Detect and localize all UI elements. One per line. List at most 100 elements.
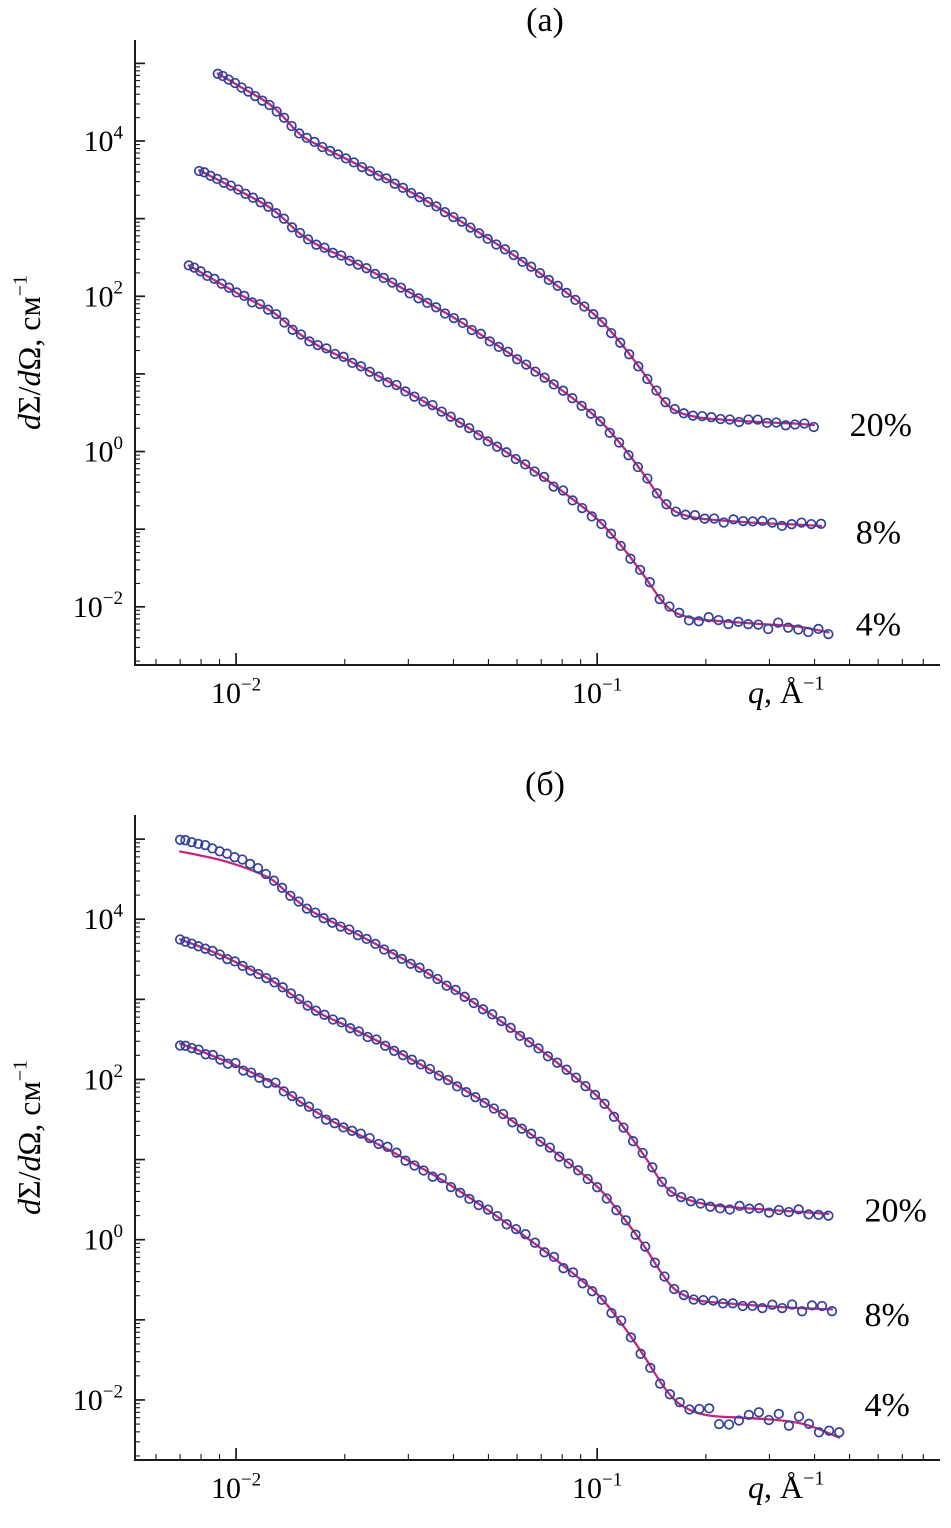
data-point [482,436,493,447]
data-point [344,924,355,935]
data-point [747,1300,758,1312]
data-point [332,149,344,160]
data-point [754,1203,765,1214]
data-point [776,520,788,532]
y-axis-label: dΣ/dΩ, см−1 [10,275,47,430]
data-point [763,1207,775,1218]
data-point [312,1108,323,1119]
data-point [535,1136,546,1147]
data-point [661,499,672,510]
data-point [579,301,590,312]
data-point [454,417,466,428]
data-point [455,1187,466,1198]
series-4pct: 4% [183,260,901,644]
data-point [767,517,778,528]
series-label-20pct: 20% [865,1193,927,1230]
data-point [497,1108,509,1120]
data-point [539,372,550,383]
data-point [465,222,476,233]
data-point [786,519,797,530]
data-point [397,182,409,193]
data-point [570,294,581,306]
data-point [200,1049,211,1060]
x-tick-label: 10−1 [572,674,622,710]
data-point [744,1203,755,1214]
data-point [430,302,442,313]
data-point [223,282,235,293]
data-point [261,972,272,984]
data-point [195,266,206,277]
data-point [370,938,381,950]
data-point [592,1182,603,1193]
data-point [647,1162,658,1173]
x-axis-label: q, Å−1 [748,673,824,710]
data-point [642,373,653,385]
data-point [529,466,540,477]
data-point [387,949,399,960]
data-point [255,197,266,208]
data-point [608,1111,620,1122]
data-point [544,1142,556,1153]
data-point [253,968,264,980]
data-point [271,106,282,117]
y-tick-label: 104 [84,122,124,158]
data-point [806,1300,818,1311]
data-point [552,280,563,291]
data-point [340,153,352,164]
data-point [285,988,297,999]
data-point [174,834,186,845]
data-point [789,419,801,430]
data-point [318,913,329,924]
data-point [511,354,523,365]
data-point [214,949,225,960]
data-point [738,515,749,527]
data-point [243,86,254,97]
y-tick-label: 100 [84,433,124,469]
data-point [713,1418,725,1430]
data-point [404,288,415,299]
data-point [582,1173,593,1185]
data-point [683,615,695,626]
data-point [723,1419,735,1430]
data-point [803,1209,814,1220]
data-point [422,297,433,309]
data-point [186,1042,197,1054]
data-point [508,249,519,261]
data-point [381,173,392,184]
data-point [174,1040,186,1051]
data-point [431,201,442,212]
data-point [473,228,485,239]
data-point [786,1299,798,1310]
series-label-8pct: 8% [865,1297,910,1334]
data-point [539,1247,550,1258]
data-point [391,379,402,391]
data-point [260,868,272,880]
data-point [588,309,599,320]
data-point [445,411,456,422]
data-point [488,1103,500,1114]
data-point [180,1040,191,1051]
data-point [406,1054,418,1065]
fit-line-20pct [216,72,815,427]
data-point [705,1201,716,1212]
data-point [180,936,191,947]
data-point [666,1186,677,1197]
data-point [456,216,468,227]
data-point [703,612,714,623]
data-point [834,1427,845,1438]
data-point [448,211,459,223]
data-point [576,400,587,412]
data-point [338,351,349,362]
data-point [395,282,407,293]
data-point [640,1241,651,1252]
data-point [615,337,626,348]
data-point [533,1043,544,1054]
data-point [319,242,330,253]
data-point [803,1418,815,1429]
data-point [777,1302,788,1314]
data-point [538,471,550,483]
panel-b: 10−2 10−1 10−2 100 102 104 q, Å−1 dΣ/dΩ, см−1 20… [10,815,940,1505]
data-point [543,274,554,286]
data-point [604,427,615,438]
